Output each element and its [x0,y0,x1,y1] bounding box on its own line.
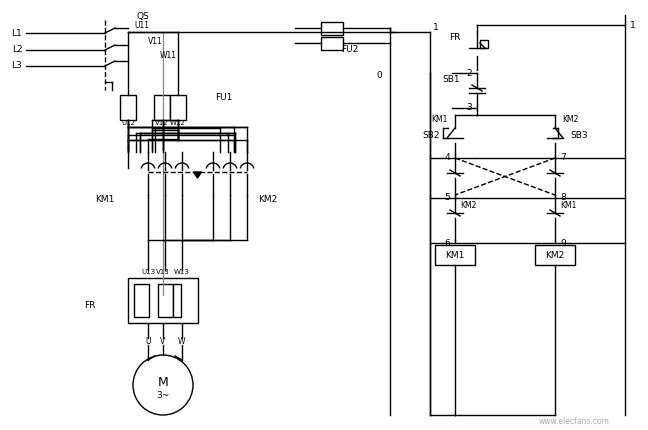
Bar [154,95,170,120]
Text: 8: 8 [560,194,566,203]
Text: FR: FR [84,301,96,310]
Text: www.elecfans.com: www.elecfans.com [539,418,610,427]
Text: KM1: KM1 [432,116,448,125]
Text: KM1: KM1 [560,200,576,209]
Text: KM2: KM2 [460,200,476,209]
Text: 0: 0 [376,71,382,80]
Text: 5: 5 [445,194,450,203]
Text: L3: L3 [12,61,23,71]
Text: KM2: KM2 [259,196,277,205]
Bar [170,95,186,120]
Text: W12: W12 [170,120,186,126]
Text: SB2: SB2 [422,130,440,139]
Text: 3: 3 [467,104,472,113]
Text: V: V [160,338,166,347]
Text: U11: U11 [135,21,150,30]
Text: 1: 1 [433,24,439,33]
Circle shape [133,355,193,415]
Text: 7: 7 [560,154,566,163]
Text: V13: V13 [156,269,170,275]
Text: 2: 2 [467,68,472,77]
Bar [128,278,198,323]
Bar [134,284,149,317]
Bar [321,37,343,50]
Text: U13: U13 [141,269,155,275]
Text: KM1: KM1 [95,196,115,205]
Text: U: U [145,338,151,347]
Text: W11: W11 [159,50,176,59]
Bar [173,284,181,317]
Text: M: M [157,375,168,388]
Text: 3~: 3~ [156,390,170,399]
Text: U12: U12 [121,120,135,126]
Text: V11: V11 [148,37,163,46]
Text: 6: 6 [445,239,450,248]
Text: FR: FR [448,33,460,42]
Text: 9: 9 [560,239,566,248]
Text: L2: L2 [12,46,22,55]
Text: 4: 4 [445,154,450,163]
Text: W: W [178,338,186,347]
Polygon shape [194,172,202,178]
Text: KM2: KM2 [546,251,564,259]
Bar [321,22,343,35]
Text: V12: V12 [155,120,169,126]
Text: 1: 1 [630,21,636,30]
Bar [158,284,173,317]
Text: QS: QS [137,12,150,21]
Text: FU1: FU1 [215,93,233,102]
Text: L1: L1 [12,28,23,37]
Text: KM2: KM2 [562,116,579,125]
Text: FU2: FU2 [341,46,358,55]
Text: SB3: SB3 [570,130,588,139]
Text: SB1: SB1 [443,76,460,85]
Bar [480,40,488,48]
Text: W13: W13 [174,269,190,275]
Bar [535,245,575,265]
Text: KM1: KM1 [445,251,465,259]
Bar [435,245,475,265]
Bar [120,95,136,120]
